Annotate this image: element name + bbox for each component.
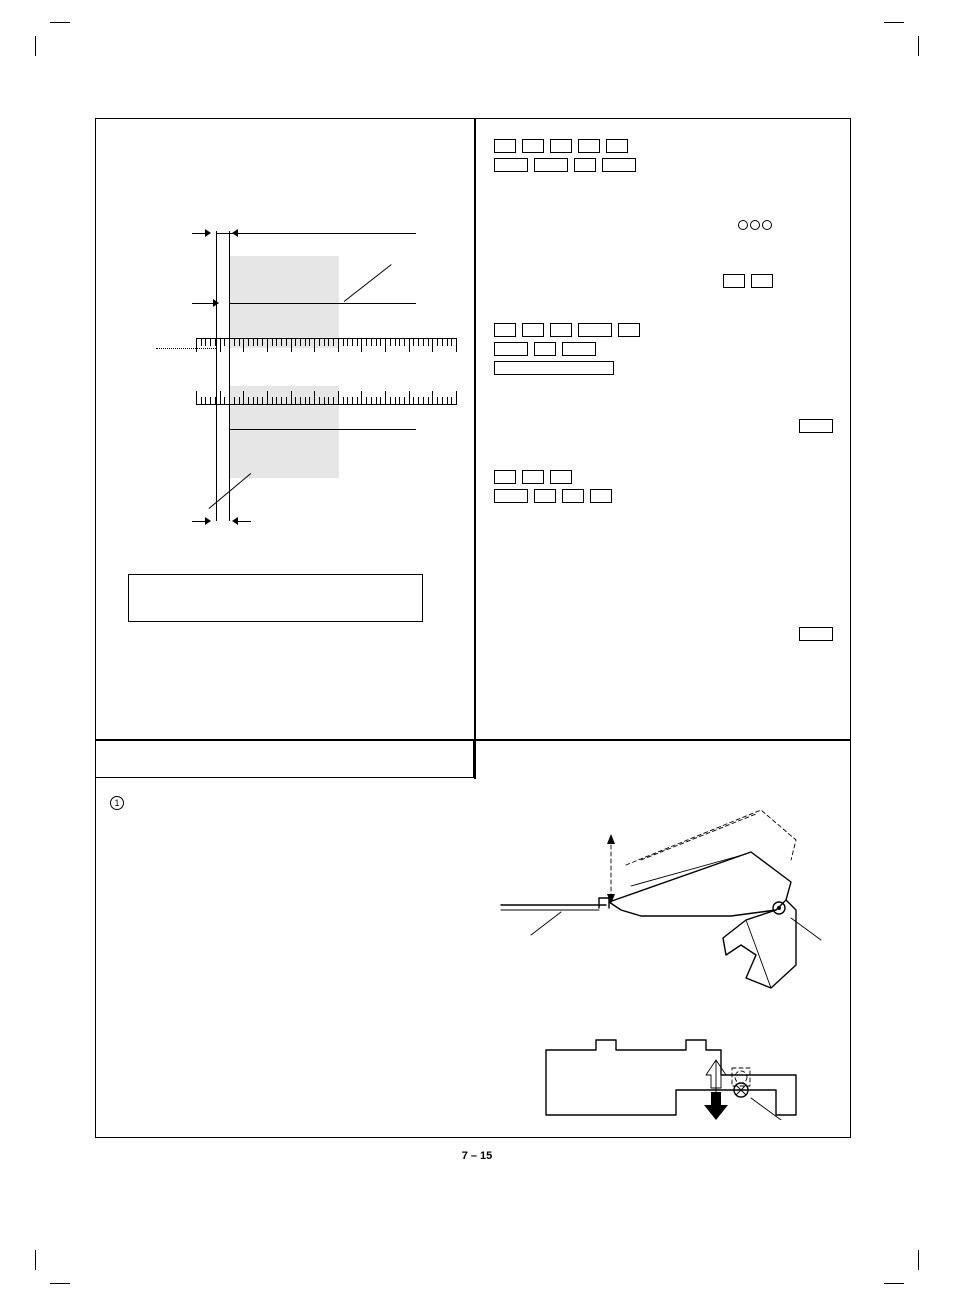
print-sample-box [128, 574, 423, 622]
placeholder-box [562, 342, 596, 356]
page-number: 7 – 15 [0, 1150, 954, 1162]
placeholder-box [522, 323, 544, 337]
shade-block [229, 256, 339, 348]
crop-mark [35, 1250, 36, 1270]
guide-line [229, 303, 416, 304]
section-header-tab [96, 740, 474, 778]
text-block-2 [494, 212, 833, 293]
ref-line [216, 231, 217, 521]
text-block-1 [494, 139, 833, 177]
text-block-3-aside [799, 419, 833, 433]
ref-line [229, 231, 230, 521]
dimension-arrow [192, 517, 211, 525]
placeholder-box [494, 361, 614, 375]
ruler-scale-top [196, 338, 456, 364]
text-block-4-aside [799, 627, 833, 641]
placeholder-box [534, 342, 556, 356]
guide-line [229, 429, 416, 430]
crop-mark [884, 22, 904, 23]
dimension-arrow [232, 517, 251, 525]
placeholder-box [562, 489, 584, 503]
placeholder-box [578, 139, 600, 153]
placeholder-box [799, 419, 833, 433]
leader-line [209, 473, 252, 509]
crop-mark [884, 1283, 904, 1284]
placeholder-box [578, 323, 612, 337]
ruler-scale-bottom [196, 379, 456, 405]
text-block-4 [494, 470, 833, 508]
crop-mark [918, 36, 919, 56]
text-block-3 [494, 323, 833, 380]
crop-mark [918, 1250, 919, 1270]
placeholder-box [602, 158, 636, 172]
placeholder-box [494, 323, 516, 337]
dimension-arrow [192, 229, 211, 237]
mechanical-diagram [491, 790, 831, 1120]
cell-top-left [96, 119, 473, 739]
placeholder-box [590, 489, 612, 503]
offset-diagram [156, 211, 446, 551]
placeholder-box [550, 470, 572, 484]
placeholder-box [494, 342, 528, 356]
hollow-circles [737, 212, 773, 240]
crop-mark [50, 22, 70, 23]
placeholder-box [618, 323, 640, 337]
placeholder-box [494, 470, 516, 484]
placeholder-box [522, 470, 544, 484]
dimension-arrow [232, 229, 251, 237]
leader-line [344, 264, 392, 302]
placeholder-box [522, 139, 544, 153]
cell-bottom: 1 [96, 740, 850, 1137]
placeholder-box [723, 274, 745, 288]
dimension-arrow [192, 299, 219, 307]
placeholder-box [534, 489, 556, 503]
step-number-1: 1 [110, 796, 124, 810]
placeholder-box [799, 627, 833, 641]
placeholder-box [751, 274, 773, 288]
placeholder-box [550, 323, 572, 337]
crop-mark [50, 1283, 70, 1284]
placeholder-box [574, 158, 596, 172]
placeholder-box [534, 158, 568, 172]
crop-mark [35, 36, 36, 56]
placeholder-box [494, 158, 528, 172]
placeholder-box [606, 139, 628, 153]
placeholder-box [550, 139, 572, 153]
placeholder-box [494, 139, 516, 153]
cell-top-right [476, 119, 851, 739]
placeholder-box [494, 489, 528, 503]
page-frame: 1 [95, 118, 851, 1138]
